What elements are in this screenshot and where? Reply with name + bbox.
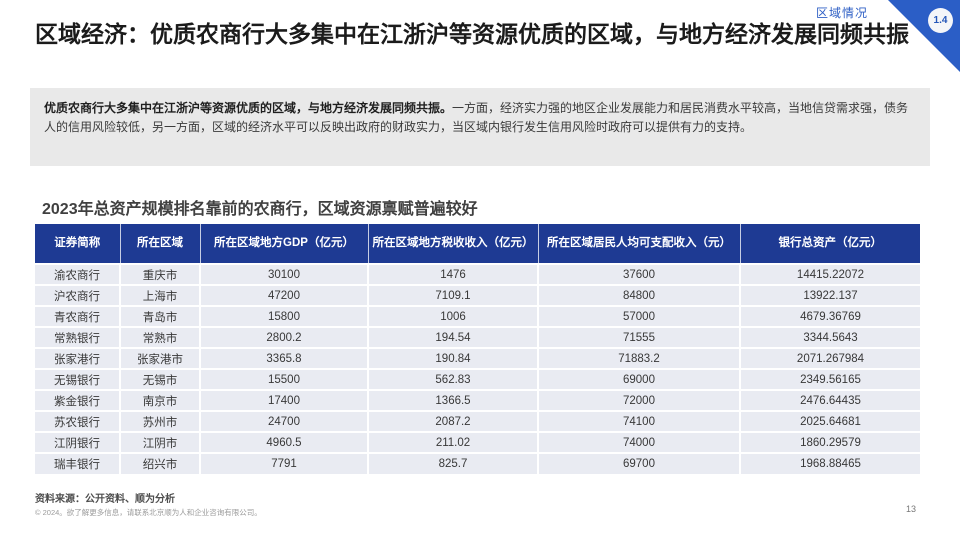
bank-name-cell: 紫金银行: [35, 389, 120, 411]
table-cell: 562.83: [367, 368, 538, 390]
table-cell: 青岛市: [119, 305, 200, 327]
header-row: 证券简称 所在区域 所在区域地方GDP（亿元） 所在区域地方税收收入（亿元） 所在区域居…: [35, 224, 920, 264]
table-cell: 24700: [199, 410, 368, 432]
bank-name-cell: 常熟银行: [35, 326, 120, 348]
source-note: 资料来源：公开资料、顺为分析: [35, 494, 175, 505]
table-row: 江阴银行 江阴市 4960.5 211.02 74000 1860.29579: [35, 431, 920, 453]
table-cell: 72000: [537, 389, 740, 411]
table-cell: 13922.137: [739, 284, 920, 306]
bank-name-cell: 张家港行: [35, 347, 120, 369]
table-cell: 194.54: [367, 326, 538, 348]
table-cell: 1006: [367, 305, 538, 327]
bank-name-cell: 江阴银行: [35, 431, 120, 453]
table-header: 证券简称 所在区域 所在区域地方GDP（亿元） 所在区域地方税收收入（亿元） 所在区域居…: [35, 224, 920, 264]
table-cell: 2349.56165: [739, 368, 920, 390]
table-cell: 30100: [199, 263, 368, 285]
section-number-badge: 1.4: [928, 8, 953, 33]
table-cell: 3344.5643: [739, 326, 920, 348]
table-cell: 1476: [367, 263, 538, 285]
table-cell: 1860.29579: [739, 431, 920, 453]
table-body: 渝农商行 重庆市 30100 1476 37600 14415.22072 沪农商行 上海市 4…: [35, 263, 920, 474]
table-cell: 1366.5: [367, 389, 538, 411]
table-cell: 4679.36769: [739, 305, 920, 327]
table-cell: 190.84: [367, 347, 538, 369]
data-table: 证券简称 所在区域 所在区域地方GDP（亿元） 所在区域地方税收收入（亿元） 所在区域居…: [35, 224, 920, 474]
bank-name-cell: 无锡银行: [35, 368, 120, 390]
summary-box: 优质农商行大多集中在江浙沪等资源优质的区域，与地方经济发展同频共振。一方面，经济…: [30, 88, 930, 166]
table-cell: 74100: [537, 410, 740, 432]
table-cell: 7791: [199, 452, 368, 474]
table-row: 沪农商行 上海市 47200 7109.1 84800 13922.137: [35, 284, 920, 306]
table-cell: 69000: [537, 368, 740, 390]
table-cell: 南京市: [119, 389, 200, 411]
table-cell: 绍兴市: [119, 452, 200, 474]
table-cell: 74000: [537, 431, 740, 453]
table-row: 瑞丰银行 绍兴市 7791 825.7 69700 1968.88465: [35, 452, 920, 474]
section-label: 区域情况: [815, 6, 868, 20]
table-cell: 上海市: [119, 284, 200, 306]
table-cell: 69700: [537, 452, 740, 474]
summary-lead: 优质农商行大多集中在江浙沪等资源优质的区域，与地方经济发展同频共振。: [44, 101, 453, 115]
column-header: 所在区域: [119, 224, 200, 264]
bank-name-cell: 苏农银行: [35, 410, 120, 432]
bank-name-cell: 沪农商行: [35, 284, 120, 306]
bank-name-cell: 瑞丰银行: [35, 452, 120, 474]
table-cell: 2087.2: [367, 410, 538, 432]
table-row: 无锡银行 无锡市 15500 562.83 69000 2349.56165: [35, 368, 920, 390]
page-number: 13: [905, 504, 916, 514]
page-title: 区域经济：优质农商行大多集中在江浙沪等资源优质的区域，与地方经济发展同频共振: [35, 21, 909, 47]
table-cell: 3365.8: [199, 347, 368, 369]
table-cell: 2476.64435: [739, 389, 920, 411]
column-header: 所在区域地方税收收入（亿元）: [367, 224, 538, 264]
table-row: 常熟银行 常熟市 2800.2 194.54 71555 3344.5643: [35, 326, 920, 348]
table-cell: 211.02: [367, 431, 538, 453]
table-cell: 1968.88465: [739, 452, 920, 474]
table-cell: 重庆市: [119, 263, 200, 285]
summary-body: 一方面，经济实力强的地区企业发展能力和居民消费水平较高，当地信贷需求强，债务人的…: [44, 101, 909, 134]
table-cell: 15500: [199, 368, 368, 390]
column-header: 银行总资产（亿元）: [739, 224, 920, 264]
table-row: 苏农银行 苏州市 24700 2087.2 74100 2025.64681: [35, 410, 920, 432]
table-cell: 37600: [537, 263, 740, 285]
table-row: 张家港行 张家港市 3365.8 190.84 71883.2 2071.267984: [35, 347, 920, 369]
column-header: 所在区域地方GDP（亿元）: [199, 224, 368, 264]
table-cell: 2025.64681: [739, 410, 920, 432]
table-cell: 苏州市: [119, 410, 200, 432]
table-cell: 57000: [537, 305, 740, 327]
table-cell: 2071.267984: [739, 347, 920, 369]
table-cell: 71883.2: [537, 347, 740, 369]
table-cell: 常熟市: [119, 326, 200, 348]
copyright-note: © 2024。欲了解更多信息，请联系北京顺为人和企业咨询有限公司。: [35, 508, 262, 517]
table-cell: 17400: [199, 389, 368, 411]
table-row: 青农商行 青岛市 15800 1006 57000 4679.36769: [35, 305, 920, 327]
table-cell: 2800.2: [199, 326, 368, 348]
bank-name-cell: 渝农商行: [35, 263, 120, 285]
table-row: 渝农商行 重庆市 30100 1476 37600 14415.22072: [35, 263, 920, 285]
table-title: 2023年总资产规模排名靠前的农商行，区域资源禀赋普遍较好: [42, 201, 478, 218]
table-cell: 7109.1: [367, 284, 538, 306]
table-cell: 84800: [537, 284, 740, 306]
bank-name-cell: 青农商行: [35, 305, 120, 327]
table-cell: 825.7: [367, 452, 538, 474]
table-cell: 张家港市: [119, 347, 200, 369]
table-cell: 江阴市: [119, 431, 200, 453]
column-header: 所在区域居民人均可支配收入（元）: [537, 224, 740, 264]
table-cell: 无锡市: [119, 368, 200, 390]
table-cell: 14415.22072: [739, 263, 920, 285]
table-row: 紫金银行 南京市 17400 1366.5 72000 2476.64435: [35, 389, 920, 411]
table-cell: 15800: [199, 305, 368, 327]
table-cell: 47200: [199, 284, 368, 306]
table-cell: 4960.5: [199, 431, 368, 453]
column-header: 证券简称: [35, 224, 120, 264]
table-cell: 71555: [537, 326, 740, 348]
